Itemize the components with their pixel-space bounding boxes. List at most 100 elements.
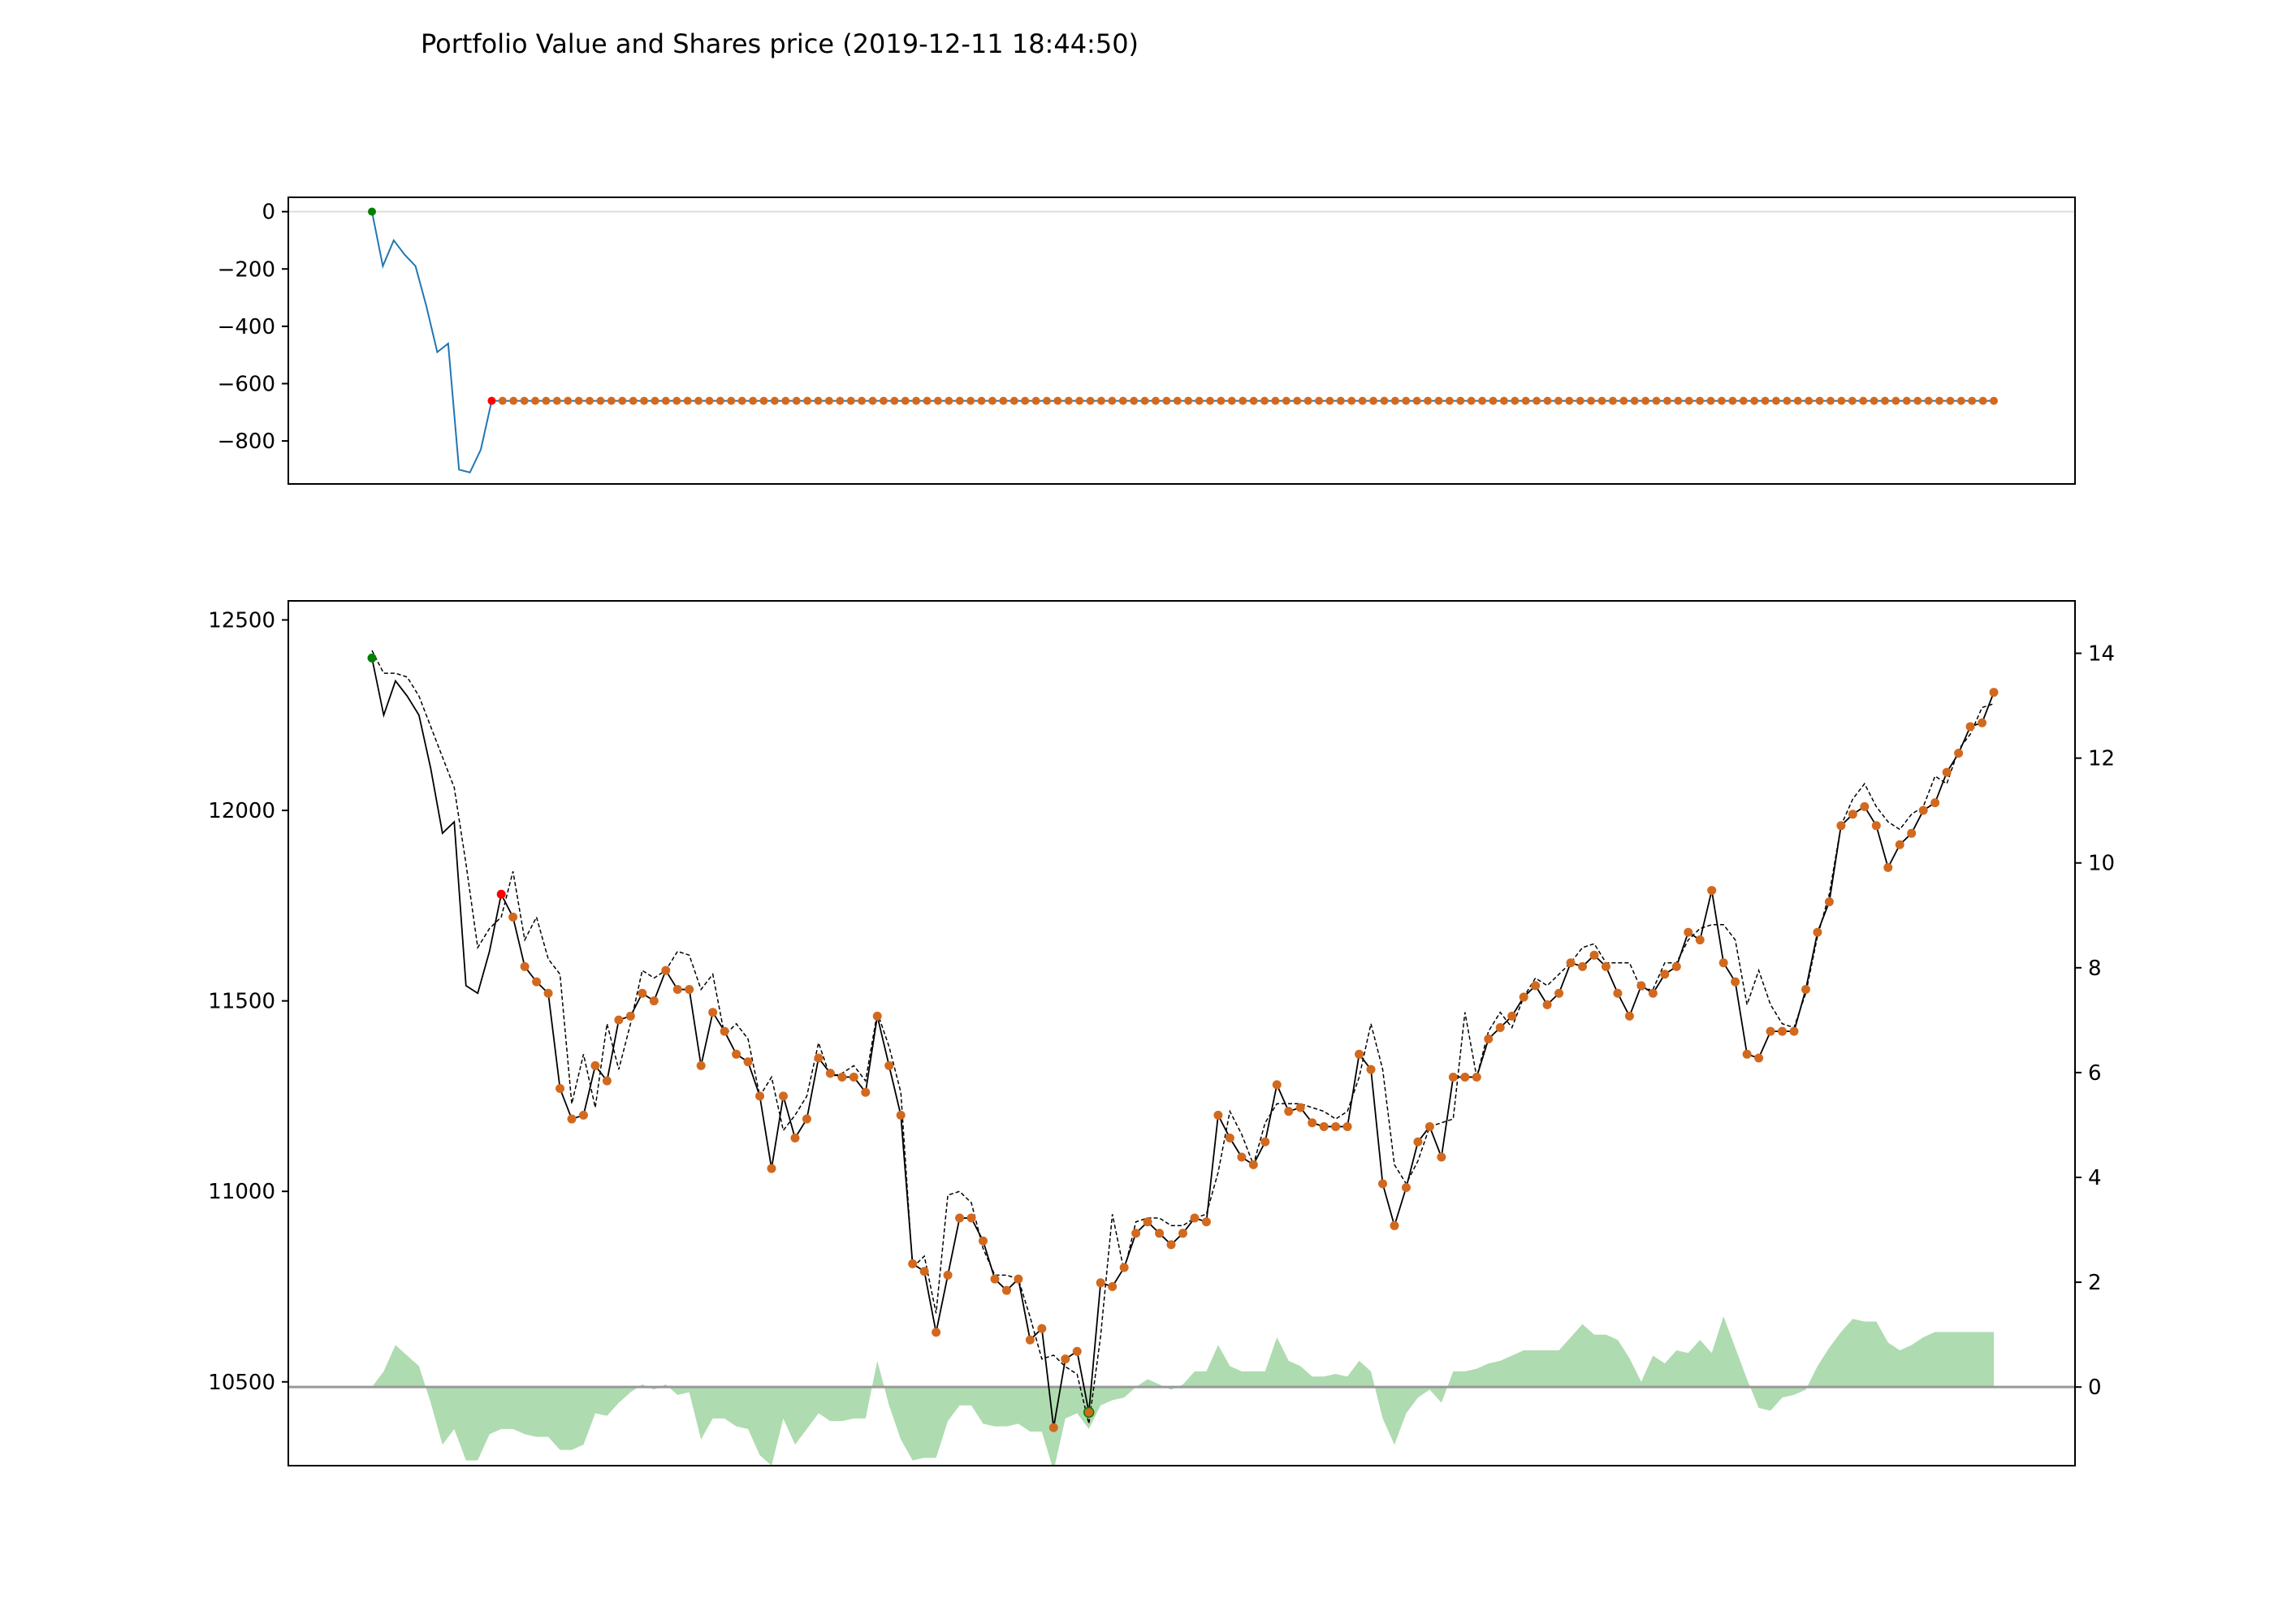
price-marker [932, 1328, 941, 1337]
price-marker [1684, 927, 1693, 937]
shares-axes-frame [287, 600, 2076, 1466]
price-marker [1589, 950, 1599, 960]
portfolio-marker [1870, 396, 1878, 405]
portfolio-marker [1565, 396, 1574, 405]
price-marker [1660, 970, 1670, 979]
portfolio-marker [1848, 396, 1857, 405]
price-marker [1001, 1285, 1011, 1295]
portfolio-marker [1271, 396, 1280, 405]
price-marker [1707, 886, 1717, 896]
portfolio-marker [1968, 396, 1977, 405]
portfolio-marker [1021, 396, 1030, 405]
price-marker [1601, 961, 1610, 971]
price-marker [1495, 1022, 1505, 1032]
portfolio-marker [1380, 396, 1389, 405]
portfolio-marker [1325, 396, 1334, 405]
price-marker [1883, 862, 1893, 872]
price-marker [708, 1008, 718, 1017]
price-marker [755, 1091, 765, 1101]
portfolio-marker [1891, 396, 1900, 405]
price-line [371, 658, 1995, 1428]
portfolio-marker [1859, 396, 1868, 405]
price-marker [1918, 806, 1928, 815]
portfolio-marker [1108, 396, 1117, 405]
portfolio-marker [1739, 396, 1748, 405]
portfolio-marker [1880, 396, 1889, 405]
portfolio-marker [1162, 396, 1171, 405]
portfolio-marker [1990, 396, 1998, 405]
portfolio-marker [770, 396, 779, 405]
price-marker [1178, 1229, 1187, 1238]
portfolio-line [371, 211, 1994, 474]
price-marker [1166, 1240, 1176, 1250]
portfolio-marker [1118, 396, 1127, 405]
price-marker [1978, 718, 1987, 728]
moving-average-line [371, 650, 1995, 1424]
price-marker [1225, 1134, 1234, 1143]
portfolio-marker [1662, 396, 1671, 405]
portfolio-marker [509, 396, 518, 405]
price-marker [1754, 1053, 1764, 1063]
portfolio-marker [629, 396, 638, 405]
portfolio-marker [879, 396, 888, 405]
portfolio-marker [1630, 396, 1639, 405]
y-tick-label: −800 [218, 430, 275, 454]
price-marker [1084, 1407, 1094, 1417]
y-tick-label: 0 [262, 201, 275, 225]
portfolio-marker [1619, 396, 1628, 405]
portfolio-marker [1902, 396, 1911, 405]
price-marker [567, 1114, 577, 1124]
price-marker [508, 912, 518, 922]
portfolio-marker [1554, 396, 1563, 405]
portfolio-marker [1086, 396, 1095, 405]
portfolio-marker [1728, 396, 1737, 405]
price-marker [1731, 977, 1740, 987]
portfolio-marker [1053, 396, 1062, 405]
price-marker [1860, 801, 1870, 811]
price-marker [955, 1213, 965, 1223]
portfolio-marker [542, 396, 551, 405]
price-marker [1061, 1354, 1070, 1364]
y-tick-label: −200 [218, 257, 275, 282]
portfolio-marker [1467, 396, 1476, 405]
portfolio-marker [1478, 396, 1487, 405]
price-marker [1954, 749, 1964, 758]
price-marker [1460, 1072, 1470, 1082]
price-marker [1025, 1335, 1035, 1345]
portfolio-marker [1837, 396, 1846, 405]
y-tick-label: −600 [218, 372, 275, 396]
price-marker [1143, 1217, 1152, 1227]
portfolio-marker [1543, 396, 1552, 405]
portfolio-marker [520, 396, 529, 405]
price-marker [638, 988, 647, 998]
portfolio-marker [672, 396, 681, 405]
y2-tick-label: 0 [2088, 1376, 2102, 1400]
price-marker [1578, 961, 1588, 971]
price-marker [1037, 1324, 1047, 1333]
price-marker [720, 1026, 729, 1036]
price-marker [1648, 988, 1658, 998]
portfolio-marker [705, 396, 714, 405]
portfolio-marker [1826, 396, 1835, 405]
portfolio-marker [868, 396, 877, 405]
portfolio-marker [1652, 396, 1661, 405]
chart-title: Portfolio Value and Shares price (2019-1… [421, 28, 1139, 59]
price-marker [1119, 1263, 1129, 1272]
portfolio-marker [836, 396, 845, 405]
y2-tick-label: 2 [2088, 1271, 2102, 1295]
price-marker [1695, 935, 1705, 945]
portfolio-marker [1358, 396, 1367, 405]
price-marker [696, 1060, 706, 1070]
price-marker [743, 1057, 753, 1067]
portfolio-marker [749, 396, 758, 405]
portfolio-marker [727, 396, 736, 405]
price-marker [649, 996, 659, 1006]
portfolio-marker [792, 396, 801, 405]
portfolio-axes: 0 −200 −400 −600 −800 [218, 197, 2076, 485]
portfolio-marker [1456, 396, 1465, 405]
portfolio-marker [1608, 396, 1617, 405]
price-marker [1155, 1229, 1165, 1238]
price-marker [1096, 1278, 1105, 1288]
portfolio-marker [1151, 396, 1160, 405]
portfolio-marker [1489, 396, 1498, 405]
